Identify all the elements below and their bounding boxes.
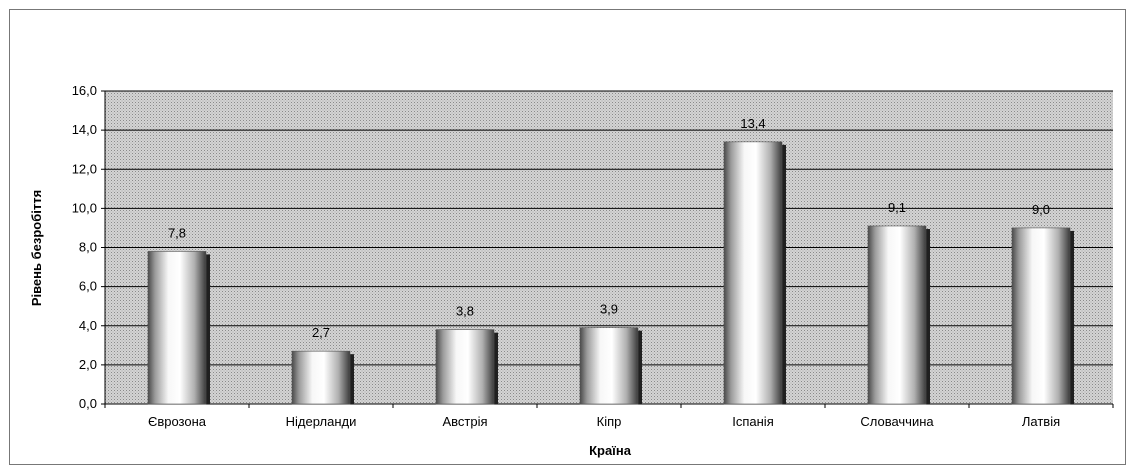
- data-label: 13,4: [740, 116, 765, 131]
- bar: [579, 327, 639, 405]
- bar: [723, 141, 783, 405]
- y-axis-title: Рівень безробіття: [29, 190, 44, 306]
- bar: [435, 329, 495, 405]
- y-tick-label: 16,0: [72, 83, 97, 98]
- y-tick-label: 12,0: [72, 161, 97, 176]
- y-tick-label: 10,0: [72, 200, 97, 215]
- x-tick-label: Словаччина: [860, 414, 934, 429]
- data-label: 2,7: [312, 325, 330, 340]
- y-tick-label: 6,0: [79, 279, 97, 294]
- x-tick-label: Латвія: [1022, 414, 1060, 429]
- data-label: 9,1: [888, 200, 906, 215]
- y-tick-label: 0,0: [79, 396, 97, 411]
- x-tick-label: Єврозона: [148, 414, 207, 429]
- bar: [1011, 227, 1071, 405]
- data-label: 7,8: [168, 225, 186, 240]
- y-tick-label: 2,0: [79, 357, 97, 372]
- x-tick-label: Нідерланди: [286, 414, 357, 429]
- x-tick-label: Кіпр: [597, 414, 622, 429]
- x-tick-label: Іспанія: [732, 414, 774, 429]
- y-tick-label: 4,0: [79, 318, 97, 333]
- bar: [291, 350, 351, 405]
- y-tick-label: 8,0: [79, 240, 97, 255]
- bar: [867, 225, 927, 405]
- data-label: 3,8: [456, 304, 474, 319]
- bar: [147, 251, 207, 405]
- data-label: 9,0: [1032, 202, 1050, 217]
- data-label: 3,9: [600, 302, 618, 317]
- x-axis-title: Країна: [589, 443, 632, 458]
- x-tick-label: Австрія: [442, 414, 487, 429]
- y-tick-label: 14,0: [72, 122, 97, 137]
